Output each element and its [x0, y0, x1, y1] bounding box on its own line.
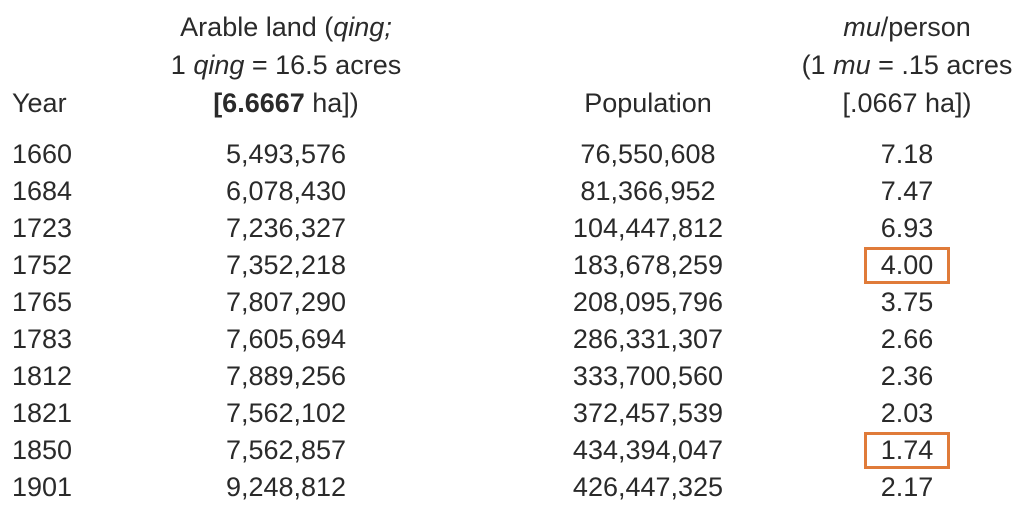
header-arable-line2: 1 qing = 16.5 acres — [154, 46, 418, 84]
cell-mu-per-person: 4.00 — [770, 247, 1032, 284]
cell-population: 76,550,608 — [580, 139, 716, 169]
table-row: 1783 7,605,694 286,331,307 2.66 — [12, 321, 1032, 358]
cell-arable-land: 5,493,576 — [225, 139, 347, 169]
header-year-label: Year — [12, 88, 67, 118]
header-mu-line2-text-a: (1 — [801, 50, 834, 80]
cell-population: 434,394,047 — [572, 435, 724, 465]
table-row: 1812 7,889,256 333,700,560 2.36 — [12, 358, 1032, 395]
header-population: Population — [418, 8, 770, 136]
cell-arable-land: 7,605,694 — [225, 324, 347, 354]
header-mu-line1-text: /person — [880, 12, 971, 42]
header-mu-line2-italic: mu — [833, 50, 871, 80]
cell-population: 372,457,539 — [572, 398, 724, 428]
table-row: 1660 5,493,576 76,550,608 7.18 — [12, 136, 1032, 173]
cell-year: 1752 — [12, 250, 73, 280]
cell-mu-per-person: 1.74 — [770, 432, 1032, 469]
mu-value: 2.36 — [880, 361, 934, 391]
cell-year: 1723 — [12, 213, 73, 243]
cell-arable-land: 7,236,327 — [225, 213, 347, 243]
cell-population: 333,700,560 — [572, 361, 724, 391]
table-body: 1660 5,493,576 76,550,608 7.18 1684 6,078,430… — [12, 136, 1032, 506]
cell-population: 208,095,796 — [572, 287, 724, 317]
header-mu-line1: mu/person — [782, 8, 1032, 46]
mu-value: 2.03 — [880, 398, 934, 428]
mu-value: 7.18 — [880, 139, 934, 169]
cell-mu-per-person: 2.03 — [770, 395, 1032, 432]
cell-year: 1660 — [12, 139, 73, 169]
header-arable-line1-text: Arable land ( — [180, 12, 334, 42]
header-mu-line2: (1 mu = .15 acres — [782, 46, 1032, 84]
mu-value: 7.47 — [880, 176, 934, 206]
cell-arable-land: 7,352,218 — [225, 250, 347, 280]
cell-mu-per-person: 7.18 — [770, 136, 1032, 173]
header-row: Year Arable land (qing; 1 qing = 16.5 ac… — [12, 8, 1032, 136]
table-row: 1850 7,562,857 434,394,047 1.74 — [12, 432, 1032, 469]
header-arable-line2-text-b: = 16.5 acres — [244, 50, 402, 80]
cell-year: 1684 — [12, 176, 73, 206]
cell-arable-land: 7,807,290 — [225, 287, 347, 317]
cell-arable-land: 7,562,857 — [225, 435, 347, 465]
header-arable-line2-italic: qing — [193, 50, 245, 80]
cell-population: 81,366,952 — [580, 176, 716, 206]
mu-value: 6.93 — [880, 213, 934, 243]
table-row: 1723 7,236,327 104,447,812 6.93 — [12, 210, 1032, 247]
header-arable-line1-italic: qing; — [333, 12, 392, 42]
cell-arable-land: 7,562,102 — [225, 398, 347, 428]
mu-value: 2.66 — [880, 324, 934, 354]
header-arable-line3-text: ha]) — [304, 88, 359, 118]
header-mu-line2-text-b: = .15 acres — [870, 50, 1013, 80]
cell-year: 1901 — [12, 472, 73, 502]
cell-arable-land: 6,078,430 — [225, 176, 347, 206]
cell-population: 104,447,812 — [572, 213, 724, 243]
header-arable-land: Arable land (qing; 1 qing = 16.5 acres [… — [130, 8, 418, 136]
table-row: 1765 7,807,290 208,095,796 3.75 — [12, 284, 1032, 321]
header-mu-line1-italic: mu — [843, 12, 881, 42]
header-population-label: Population — [584, 88, 712, 118]
table-row: 1752 7,352,218 183,678,259 4.00 — [12, 247, 1032, 284]
cell-year: 1812 — [12, 361, 73, 391]
land-population-table: Year Arable land (qing; 1 qing = 16.5 ac… — [12, 8, 1032, 506]
table-row: 1901 9,248,812 426,447,325 2.17 — [12, 469, 1032, 506]
cell-mu-per-person: 2.66 — [770, 321, 1032, 358]
mu-value: 2.17 — [880, 472, 934, 502]
cell-population: 426,447,325 — [572, 472, 724, 502]
header-year: Year — [12, 8, 130, 136]
cell-mu-per-person: 3.75 — [770, 284, 1032, 321]
header-arable-line3: [6.6667 ha]) — [154, 84, 418, 122]
cell-year: 1850 — [12, 435, 73, 465]
header-arable-line3-bold: [6.6667 — [213, 88, 305, 118]
header-arable-line1: Arable land (qing; — [154, 8, 418, 46]
table-row: 1684 6,078,430 81,366,952 7.47 — [12, 173, 1032, 210]
cell-year: 1765 — [12, 287, 73, 317]
highlighted-mu-value: 1.74 — [864, 432, 950, 469]
cell-population: 183,678,259 — [572, 250, 724, 280]
highlighted-mu-value: 4.00 — [864, 247, 950, 284]
cell-year: 1783 — [12, 324, 73, 354]
header-mu-per-person: mu/person (1 mu = .15 acres [.0667 ha]) — [770, 8, 1032, 136]
cell-arable-land: 7,889,256 — [225, 361, 347, 391]
cell-population: 286,331,307 — [572, 324, 724, 354]
cell-mu-per-person: 2.17 — [770, 469, 1032, 506]
cell-arable-land: 9,248,812 — [225, 472, 347, 502]
table-row: 1821 7,562,102 372,457,539 2.03 — [12, 395, 1032, 432]
cell-mu-per-person: 6.93 — [770, 210, 1032, 247]
header-arable-line2-text-a: 1 — [170, 50, 194, 80]
cell-year: 1821 — [12, 398, 73, 428]
mu-value: 3.75 — [880, 287, 934, 317]
header-mu-line3: [.0667 ha]) — [842, 88, 972, 118]
cell-mu-per-person: 2.36 — [770, 358, 1032, 395]
cell-mu-per-person: 7.47 — [770, 173, 1032, 210]
